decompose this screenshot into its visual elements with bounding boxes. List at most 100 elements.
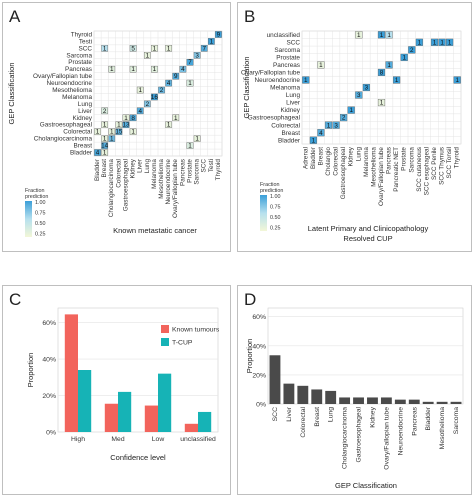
heatmap-cell-fill <box>151 65 158 73</box>
heatmap-cell-fill <box>101 121 108 128</box>
bar-liver <box>283 383 295 404</box>
heatmap-cell-value: 16 <box>151 94 159 101</box>
heatmap-cell-value: 1 <box>387 62 391 69</box>
heatmap-cell: 9 <box>172 72 180 80</box>
y-tick-testi: Testi <box>79 38 92 45</box>
heatmap-cell-value: 1 <box>188 143 192 150</box>
heatmap-cell-value: 7 <box>188 59 192 66</box>
x-tick-kidney: Kidney <box>348 146 355 166</box>
heatmap-cell: 4 <box>317 129 325 137</box>
heatmap-cell: 1 <box>101 121 108 129</box>
y-tick-kidney: Kidney <box>72 115 92 122</box>
heatmap-cell: 1 <box>393 76 401 84</box>
heatmap-cell: 4 <box>179 65 187 73</box>
y-tick-melanoma: Melanoma <box>62 94 92 101</box>
x-tick-bladder: Bladder <box>310 146 317 169</box>
heatmap-cell: 1 <box>377 99 386 107</box>
y-tick-unclassified: unclassified <box>267 32 301 39</box>
legend-title-line2: prediction <box>260 188 283 194</box>
heatmap-cell: 1 <box>122 114 130 122</box>
x-tick-pancreas: Pancreas <box>179 159 186 186</box>
panel-label: D <box>244 290 256 309</box>
legend-swatch-t-cup <box>161 338 169 346</box>
heatmap-cell: 4 <box>165 79 172 87</box>
heatmap-cell: 15 <box>115 128 123 136</box>
heatmap-cell-value: 1 <box>357 32 361 39</box>
heatmap-cell-value: 1 <box>380 100 384 107</box>
heatmap-cell-fill <box>151 45 158 52</box>
bar-ovary-fallopian-tube <box>380 397 392 404</box>
y-axis-title: GEP Classification <box>7 63 16 125</box>
x-tick-melanoma: Melanoma <box>151 159 158 189</box>
heatmap-cell-value: 7 <box>202 45 206 52</box>
panel-label: C <box>9 290 21 309</box>
y-tick-label: 60% <box>42 320 56 327</box>
legend-title-line1: Fraction <box>260 182 279 188</box>
y-tick-pancreas: Pancreas <box>273 62 300 69</box>
y-tick-colorectal: Colorectal <box>271 122 300 129</box>
heatmap-cell-value: 8 <box>131 115 135 122</box>
bar-t-cup-med <box>118 391 132 432</box>
heatmap-cell: 1 <box>317 61 325 69</box>
y-tick-scc: SCC <box>79 45 93 52</box>
x-axis-title: GEP Classification <box>335 481 397 490</box>
legend-tick-3: 0.25 <box>35 232 46 238</box>
heatmap-cell-fill <box>215 31 222 38</box>
heatmap-cell: 1 <box>309 136 317 144</box>
y-axis-title: Proportion <box>245 339 254 374</box>
heatmap-cell-fill <box>377 99 386 107</box>
heatmap-cell-fill <box>324 121 333 129</box>
heatmap-cell-value: 2 <box>103 108 107 115</box>
heatmap-cell: 1 <box>438 38 446 46</box>
y-tick-melanoma: Melanoma <box>270 85 300 92</box>
y-axis-title: GEP Classification <box>242 57 251 119</box>
plot-area <box>267 307 464 405</box>
heatmap-cell-fill <box>115 121 123 128</box>
heatmap-cell-value: 4 <box>181 66 185 73</box>
bar-sarcoma <box>450 401 462 404</box>
x-tick-sarcoma: Sarcoma <box>194 159 201 185</box>
x-tick-kidney: Kidney <box>369 406 376 427</box>
heatmap-cell: 1 <box>165 45 172 52</box>
x-tick-colorectal: Colorectal <box>333 147 340 176</box>
heatmap-cell-value: 1 <box>448 39 452 46</box>
x-tick-gastroesophageal: Gastroesophageal <box>340 147 347 199</box>
x-tick-thyroid: Thyroid <box>215 159 222 181</box>
x-tick-scc-cutaneous: SCC cutaneous <box>416 147 423 192</box>
heatmap-cell-fill <box>332 121 340 129</box>
x-tick-med: Med <box>111 436 124 443</box>
heatmap-cell-value: 1 <box>418 39 422 46</box>
heatmap-cell: 13 <box>122 121 130 129</box>
heatmap-cell: 1 <box>101 45 108 52</box>
y-tick-pancreas: Pancreas <box>65 66 92 73</box>
heatmap-cell-fill <box>144 52 151 59</box>
x-tick-gastroesophageal: Gastroesophageal <box>122 159 129 211</box>
heatmap-cell: 4 <box>136 107 144 115</box>
x-tick-prostate: Prostate <box>401 147 408 171</box>
heatmap-cell: 2 <box>340 114 348 122</box>
heatmap-cell-value: 1 <box>312 137 316 144</box>
heatmap-cell: 8 <box>129 114 137 122</box>
heatmap-cell-value: 3 <box>357 92 361 99</box>
heatmap-cell-value: 1 <box>124 115 128 122</box>
heatmap-cell-fill <box>144 100 151 108</box>
heatmap-cell: 1 <box>208 38 215 45</box>
heatmap-cell: 1 <box>165 121 172 129</box>
y-tick-label: 20% <box>252 372 266 379</box>
heatmap-cell: 8 <box>377 68 386 77</box>
heatmap-cell-value: 1 <box>402 54 406 61</box>
heatmap-cell-fill <box>101 107 108 115</box>
y-tick-label: 40% <box>252 343 266 350</box>
bar-t-cup-low <box>158 373 172 432</box>
x-tick-mesothelioma: Mesothelioma <box>158 159 165 199</box>
heatmap-cell-fill <box>347 106 355 114</box>
x-tick-pancreatic-net: Pancreatic NET <box>393 147 400 192</box>
y-tick-gastroesophageal: Gastroesophageal <box>40 122 92 129</box>
x-tick-prostate: Prostate <box>186 159 193 183</box>
heatmap-cell-fill <box>129 45 137 52</box>
bar-scc <box>269 355 281 404</box>
y-axis-title: Proportion <box>26 353 35 388</box>
legend-tick-1: 0.75 <box>35 211 46 217</box>
y-tick-prostate: Prostate <box>68 59 92 66</box>
heatmap-cell: 1 <box>115 121 123 129</box>
